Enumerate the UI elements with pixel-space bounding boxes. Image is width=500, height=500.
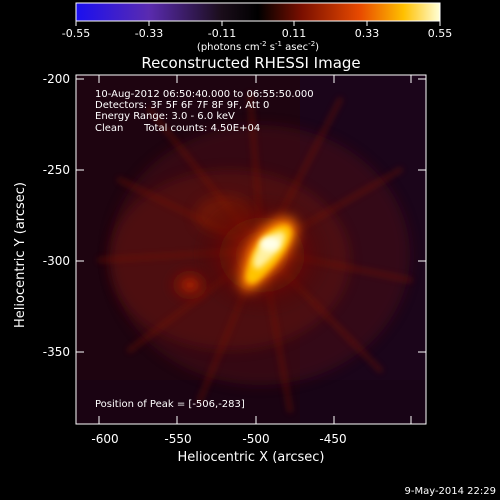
time-range: 10-Aug-2012 06:50:40.000 to 06:55:50.000 — [95, 89, 314, 100]
y-tick-label: -200 — [43, 72, 70, 86]
colorbar-units: (photons cm-2 s-1 asec-2) — [197, 40, 319, 53]
total-counts: Total counts: 4.50E+04 — [143, 123, 260, 134]
y-tick-label: -250 — [43, 163, 70, 177]
energy-range: Energy Range: 3.0 - 6.0 keV — [95, 111, 235, 122]
colorbar-ticks — [75, 21, 441, 26]
x-tick-label: -550 — [164, 432, 191, 446]
colorbar-tick-label: 0.33 — [355, 27, 380, 40]
colorbar-tick-label: -0.33 — [135, 27, 163, 40]
plot-frame — [75, 74, 427, 425]
observation-info: 10-Aug-2012 06:50:40.000 to 06:55:50.000… — [95, 89, 314, 410]
detectors: Detectors: 3F 5F 6F 7F 8F 9F, Att 0 — [95, 100, 269, 111]
colorbar-gradient — [75, 2, 441, 22]
colorbar-tick-label: -0.11 — [208, 27, 236, 40]
y-axis-label: Heliocentric Y (arcsec) — [13, 182, 28, 328]
generation-date: 9-May-2014 22:29 — [404, 486, 496, 497]
colorbar: -0.55 -0.33 -0.11 0.11 0.33 0.55 (photon… — [62, 2, 453, 53]
plot-title: Reconstructed RHESSI Image — [141, 54, 360, 72]
x-tick-label: -500 — [242, 432, 269, 446]
x-tick-label: -600 — [91, 432, 118, 446]
peak-position: Position of Peak = [-506,-283] — [95, 399, 245, 410]
y-tick-label: -300 — [43, 254, 70, 268]
colorbar-tick-label: 0.55 — [428, 27, 453, 40]
colorbar-tick-label: -0.55 — [62, 27, 90, 40]
x-axis-ticks — [98, 75, 412, 424]
y-tick-label: -350 — [43, 345, 70, 359]
x-tick-label: -450 — [319, 432, 346, 446]
y-axis-ticks — [76, 78, 426, 353]
rhessi-image — [76, 75, 426, 424]
x-axis-label: Heliocentric X (arcsec) — [178, 450, 325, 465]
clean-method: Clean — [95, 123, 123, 134]
colorbar-tick-label: 0.11 — [282, 27, 307, 40]
